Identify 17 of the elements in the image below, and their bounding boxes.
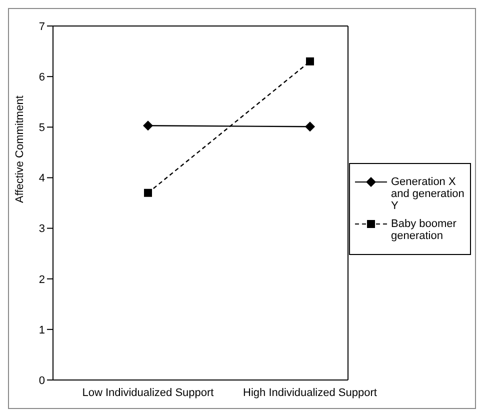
point — [143, 120, 153, 131]
x-tick-label: High Individualized Support — [243, 386, 377, 399]
point — [305, 122, 315, 132]
y-tick-label: 6 — [38, 71, 45, 84]
x-tick-label: Low Individualized Support — [82, 386, 214, 399]
legend-label: Generation X and generation Y — [391, 176, 466, 212]
y-tick-label: 4 — [38, 172, 45, 185]
legend-label: Baby boomer generation — [391, 218, 458, 242]
point — [144, 188, 152, 197]
point — [306, 57, 314, 66]
y-tick-label: 3 — [38, 223, 45, 236]
y-tick-label: 1 — [38, 324, 45, 336]
y-axis-title: Affective Commitment — [14, 96, 26, 203]
y-tick-label: 0 — [38, 374, 45, 387]
y-tick-label: 5 — [38, 122, 45, 134]
y-tick-label: 2 — [38, 274, 45, 286]
y-tick-label: 7 — [38, 20, 45, 33]
